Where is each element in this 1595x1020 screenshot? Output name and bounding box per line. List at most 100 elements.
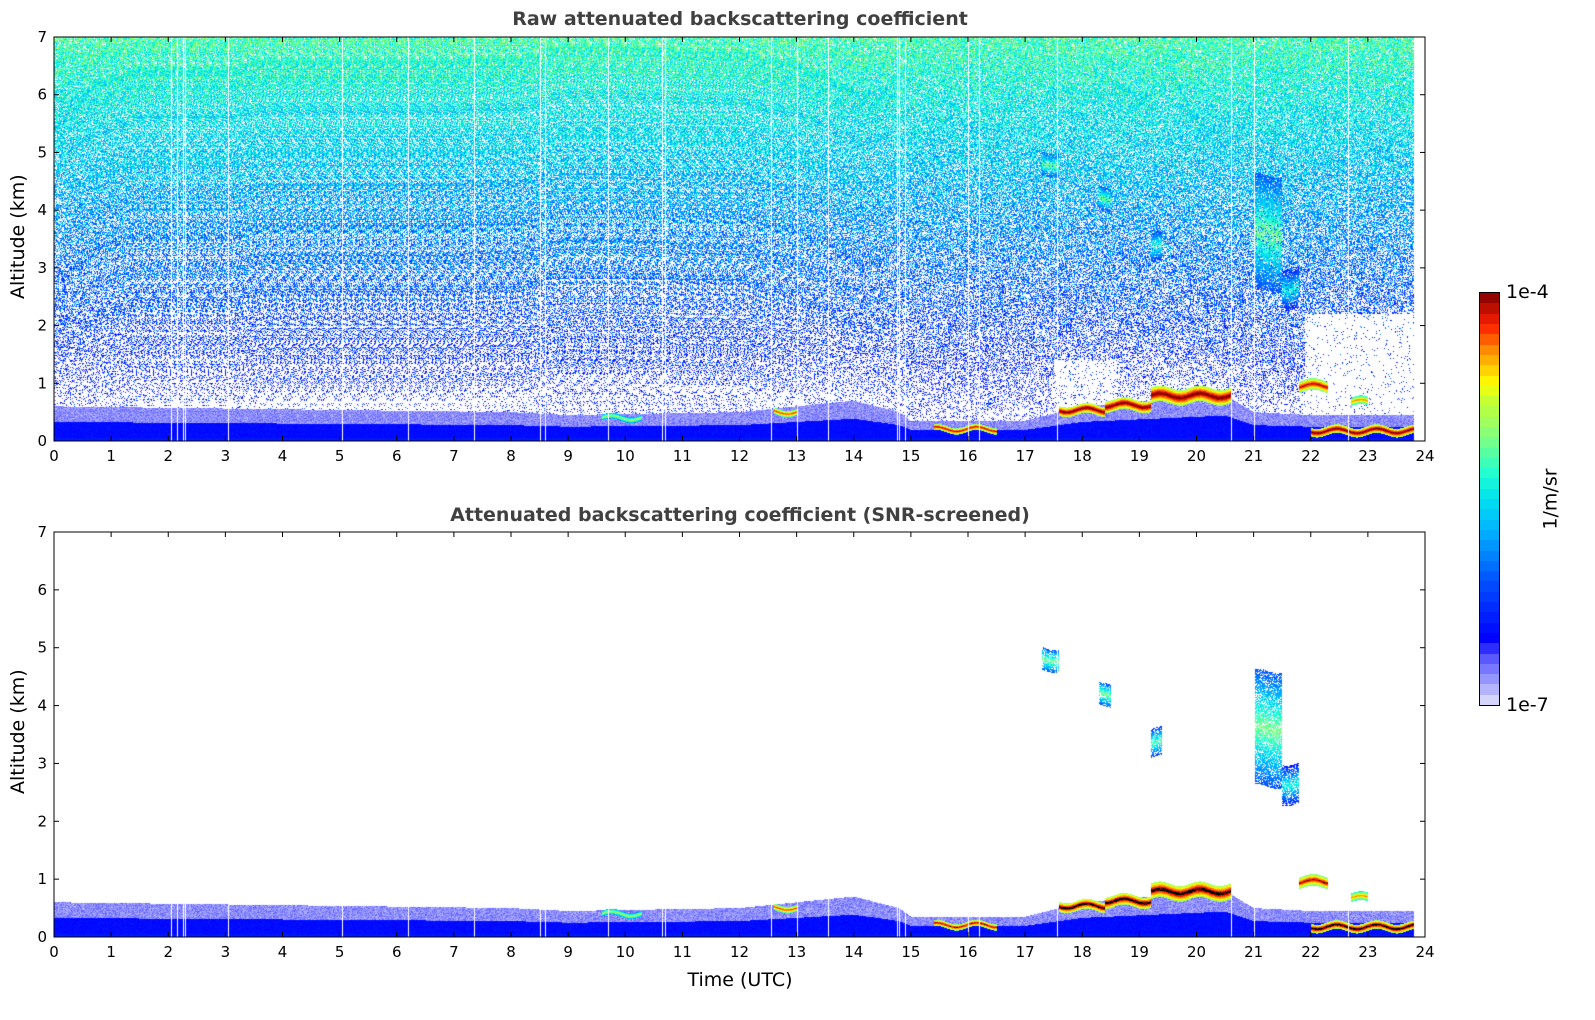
x-tick-label: 8 — [506, 447, 516, 465]
colorbar-segment — [1480, 581, 1499, 592]
y-tick-label: 7 — [37, 28, 47, 46]
colorbar-segment — [1480, 653, 1499, 664]
x-tick-label: 1 — [106, 943, 116, 961]
x-tick-label: 17 — [1016, 943, 1035, 961]
colorbar-segment — [1480, 365, 1499, 376]
y-tick-label: 6 — [37, 581, 47, 599]
colorbar-segment — [1480, 519, 1499, 530]
colorbar-segment — [1480, 509, 1499, 520]
x-tick-label: 19 — [1130, 447, 1149, 465]
colorbar-segment — [1480, 663, 1499, 675]
y-tick-label: 6 — [37, 86, 47, 104]
x-tick-label: 24 — [1415, 943, 1434, 961]
x-tick-label: 0 — [49, 943, 59, 961]
colorbar-min-label: 1e-7 — [1506, 694, 1549, 716]
colorbar-segment — [1480, 447, 1499, 458]
heatmap-raw — [54, 37, 1425, 441]
colorbar-segment — [1480, 591, 1499, 603]
colorbar-segment — [1480, 674, 1499, 685]
colorbar-segment — [1480, 303, 1499, 314]
x-tick-label: 11 — [673, 447, 692, 465]
x-tick-label: 12 — [730, 943, 749, 961]
colorbar-segment — [1480, 622, 1499, 633]
x-tick-label: 7 — [449, 943, 459, 961]
x-tick-label: 16 — [958, 943, 977, 961]
x-tick-label: 10 — [616, 447, 635, 465]
y-tick-label: 7 — [37, 523, 47, 541]
colorbar-segment — [1480, 334, 1499, 345]
y-tick-label: 5 — [37, 639, 47, 657]
x-tick-label: 0 — [49, 447, 59, 465]
colorbar-segment — [1480, 550, 1499, 561]
colorbar-segment — [1480, 478, 1499, 489]
colorbar-max-label: 1e-4 — [1506, 281, 1549, 303]
x-tick-label: 3 — [221, 447, 231, 465]
colorbar-segment — [1480, 354, 1499, 366]
y-tick-label: 4 — [37, 697, 47, 715]
x-tick-label: 4 — [278, 943, 288, 961]
colorbar-segment — [1480, 416, 1499, 427]
colorbar-segment — [1480, 684, 1499, 695]
colorbar — [1479, 292, 1500, 706]
x-tick-label: 4 — [278, 447, 288, 465]
y-tick-label: 3 — [37, 259, 47, 277]
x-tick-label: 5 — [335, 943, 345, 961]
x-tick-label: 13 — [787, 447, 806, 465]
colorbar-segment — [1480, 643, 1499, 654]
colorbar-segment — [1480, 529, 1499, 541]
x-tick-label: 7 — [449, 447, 459, 465]
x-tick-label: 5 — [335, 447, 345, 465]
y-tick-label: 4 — [37, 201, 47, 219]
x-tick-label: 14 — [844, 943, 863, 961]
y-tick-label: 1 — [37, 870, 47, 888]
colorbar-segment — [1480, 385, 1499, 397]
y-tick-label: 3 — [37, 754, 47, 772]
y-tick-label: 2 — [37, 317, 47, 335]
x-tick-label: 12 — [730, 447, 749, 465]
plot-frame — [53, 36, 1426, 442]
colorbar-segment — [1480, 488, 1499, 500]
x-tick-label: 18 — [1073, 447, 1092, 465]
x-tick-label: 6 — [392, 943, 402, 961]
x-tick-label: 3 — [221, 943, 231, 961]
y-tick-label: 0 — [37, 432, 47, 450]
x-tick-label: 24 — [1415, 447, 1434, 465]
y-tick-label: 5 — [37, 143, 47, 161]
x-tick-label: 15 — [901, 447, 920, 465]
x-tick-label: 19 — [1130, 943, 1149, 961]
x-tick-label: 21 — [1244, 943, 1263, 961]
colorbar-segment — [1480, 457, 1499, 469]
colorbar-segment — [1480, 396, 1499, 407]
y-tick-label: 1 — [37, 374, 47, 392]
x-tick-label: 23 — [1358, 447, 1377, 465]
colorbar-segment — [1480, 344, 1499, 355]
x-tick-label: 21 — [1244, 447, 1263, 465]
x-tick-label: 16 — [958, 447, 977, 465]
colorbar-segment — [1480, 540, 1499, 551]
x-tick-label: 23 — [1358, 943, 1377, 961]
colorbar-segment — [1480, 560, 1499, 572]
x-tick-label: 9 — [563, 447, 573, 465]
x-tick-label: 15 — [901, 943, 920, 961]
plot-frame — [53, 531, 1426, 938]
colorbar-segment — [1480, 375, 1499, 386]
colorbar-unit-label: 1/m/sr — [1539, 468, 1562, 530]
colorbar-segment — [1480, 437, 1499, 448]
bottom-plot-xlabel: Time (UTC) — [687, 969, 793, 991]
x-tick-label: 2 — [163, 943, 173, 961]
x-tick-label: 18 — [1073, 943, 1092, 961]
x-tick-label: 22 — [1301, 447, 1320, 465]
x-tick-label: 6 — [392, 447, 402, 465]
x-tick-label: 17 — [1016, 447, 1035, 465]
x-tick-label: 11 — [673, 943, 692, 961]
x-tick-label: 13 — [787, 943, 806, 961]
colorbar-segment — [1480, 324, 1499, 335]
colorbar-segment — [1480, 602, 1499, 613]
x-tick-label: 22 — [1301, 943, 1320, 961]
x-tick-label: 20 — [1187, 447, 1206, 465]
y-tick-label: 2 — [37, 812, 47, 830]
x-tick-label: 8 — [506, 943, 516, 961]
colorbar-segment — [1480, 632, 1499, 644]
